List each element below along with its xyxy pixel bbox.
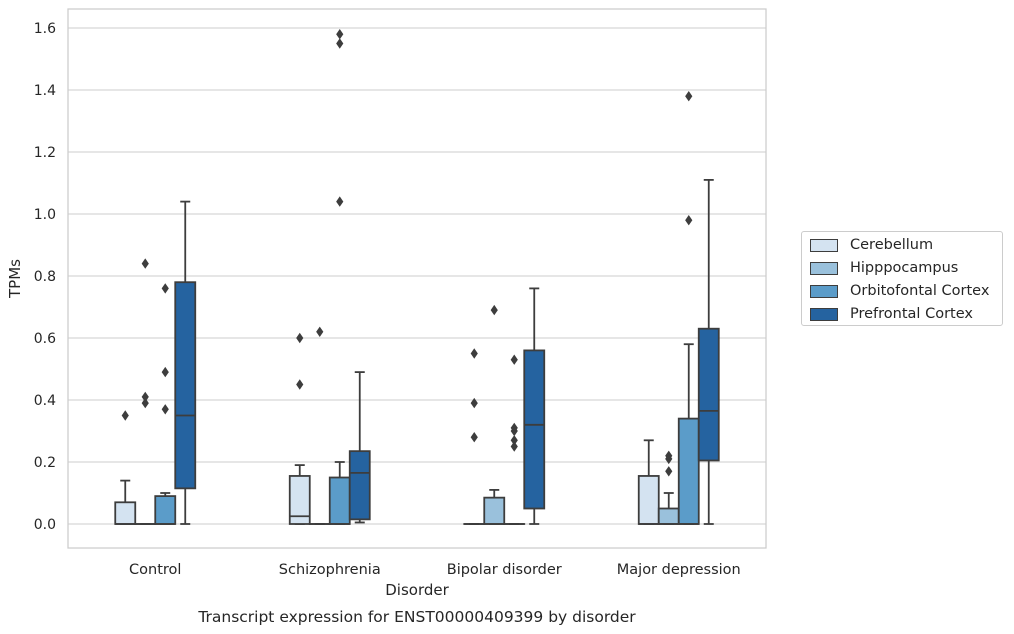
y-tick-label: 0.0 bbox=[34, 517, 56, 533]
legend-label-orbitofrontal: Orbitofontal Cortex bbox=[850, 283, 990, 299]
box-prefrontal-cortex-control bbox=[174, 200, 197, 525]
chart-caption: Transcript expression for ENST0000040939… bbox=[197, 608, 636, 626]
outlier-point bbox=[141, 397, 149, 409]
box-orbitofontal-cortex-schizophrenia bbox=[328, 29, 351, 525]
outlier-point bbox=[296, 379, 304, 390]
box-cerebellum-schizophrenia bbox=[288, 332, 311, 525]
box-prefrontal-cortex-schizophrenia bbox=[348, 371, 371, 524]
box bbox=[483, 496, 506, 525]
box-orbitofontal-cortex-major-depression bbox=[677, 91, 700, 525]
y-tick-label: 1.0 bbox=[34, 207, 56, 223]
outlier-point bbox=[470, 432, 478, 443]
y-tick-label: 0.8 bbox=[34, 269, 56, 285]
box bbox=[348, 450, 371, 521]
outlier-point bbox=[141, 258, 149, 269]
outlier-point bbox=[161, 404, 169, 415]
y-tick-label: 1.4 bbox=[34, 83, 56, 99]
x-tick-label: Schizophrenia bbox=[279, 562, 381, 578]
box-cerebellum-major-depression bbox=[637, 439, 660, 525]
legend-item-hippocampus: Hipppocampus bbox=[810, 258, 958, 278]
box-cerebellum-bipolar-disorder bbox=[463, 348, 486, 525]
outlier-point bbox=[161, 283, 169, 294]
outlier-point bbox=[161, 366, 169, 378]
legend-item-orbitofrontal: Orbitofontal Cortex bbox=[810, 281, 989, 301]
x-tick-labels: Control Schizophrenia Bipolar disorder Majo… bbox=[129, 562, 741, 578]
outlier-point bbox=[685, 91, 693, 102]
outlier-point bbox=[665, 450, 673, 461]
outlier-point bbox=[336, 29, 344, 40]
y-tick-label: 0.6 bbox=[34, 331, 56, 347]
box bbox=[174, 281, 197, 490]
legend-label-hippocampus: Hipppocampus bbox=[850, 260, 959, 276]
box-cerebellum-control bbox=[114, 410, 137, 525]
box bbox=[154, 495, 177, 525]
box bbox=[328, 476, 351, 525]
legend-swatch-hippocampus bbox=[810, 261, 838, 275]
legend-swatch-cerebellum bbox=[810, 238, 838, 252]
x-tick-label: Control bbox=[129, 562, 181, 578]
box-prefrontal-cortex-major-depression bbox=[697, 178, 720, 525]
y-tick-label: 1.2 bbox=[34, 145, 56, 161]
outlier-point bbox=[336, 196, 344, 207]
y-tick-label: 1.6 bbox=[34, 21, 56, 37]
legend-swatch-orbitofrontal bbox=[810, 284, 838, 298]
outlier-point bbox=[470, 348, 478, 359]
y-axis-label: TPMs bbox=[6, 259, 24, 299]
outlier-point bbox=[490, 304, 498, 316]
x-axis-label: Disorder bbox=[385, 581, 449, 599]
legend-label-cerebellum: Cerebellum bbox=[850, 237, 934, 253]
legend-label-prefrontal: Prefrontal Cortex bbox=[850, 306, 973, 322]
outlier-point bbox=[121, 410, 129, 421]
x-tick-label: Bipolar disorder bbox=[447, 562, 562, 578]
legend-swatch-prefrontal bbox=[810, 307, 838, 321]
box bbox=[657, 507, 680, 525]
box bbox=[288, 475, 311, 525]
box-groups bbox=[114, 29, 720, 525]
box bbox=[697, 327, 720, 462]
box bbox=[677, 417, 700, 525]
outlier-point bbox=[141, 391, 149, 403]
x-tick-label: Major depression bbox=[617, 562, 741, 578]
box-orbitofontal-cortex-bipolar-disorder bbox=[503, 354, 526, 525]
y-tick-label: 0.2 bbox=[34, 455, 56, 471]
outlier-point bbox=[510, 441, 518, 452]
box bbox=[523, 349, 546, 510]
y-tick-labels: 0.0 0.2 0.4 0.6 0.8 1.0 1.2 1.4 1.6 bbox=[34, 21, 56, 533]
legend-item-cerebellum: Cerebellum bbox=[810, 235, 933, 255]
box bbox=[637, 475, 660, 525]
outlier-point bbox=[665, 466, 673, 477]
outlier-point bbox=[510, 422, 518, 434]
box bbox=[114, 501, 137, 525]
legend-item-prefrontal: Prefrontal Cortex bbox=[810, 304, 973, 324]
outlier-point bbox=[685, 215, 693, 226]
outlier-point bbox=[510, 435, 518, 446]
box-hipppocampus-bipolar-disorder bbox=[483, 304, 506, 525]
outlier-point bbox=[336, 38, 344, 49]
outlier-point bbox=[510, 354, 518, 365]
y-tick-label: 0.4 bbox=[34, 393, 56, 409]
box-prefrontal-cortex-bipolar-disorder bbox=[523, 287, 546, 525]
box-orbitofontal-cortex-control bbox=[154, 283, 177, 525]
outlier-point bbox=[470, 397, 478, 409]
box-hipppocampus-control bbox=[134, 258, 157, 525]
outlier-point bbox=[296, 332, 304, 344]
legend: Cerebellum Hipppocampus Orbitofontal Cor… bbox=[801, 231, 1003, 326]
outlier-point bbox=[316, 326, 324, 337]
